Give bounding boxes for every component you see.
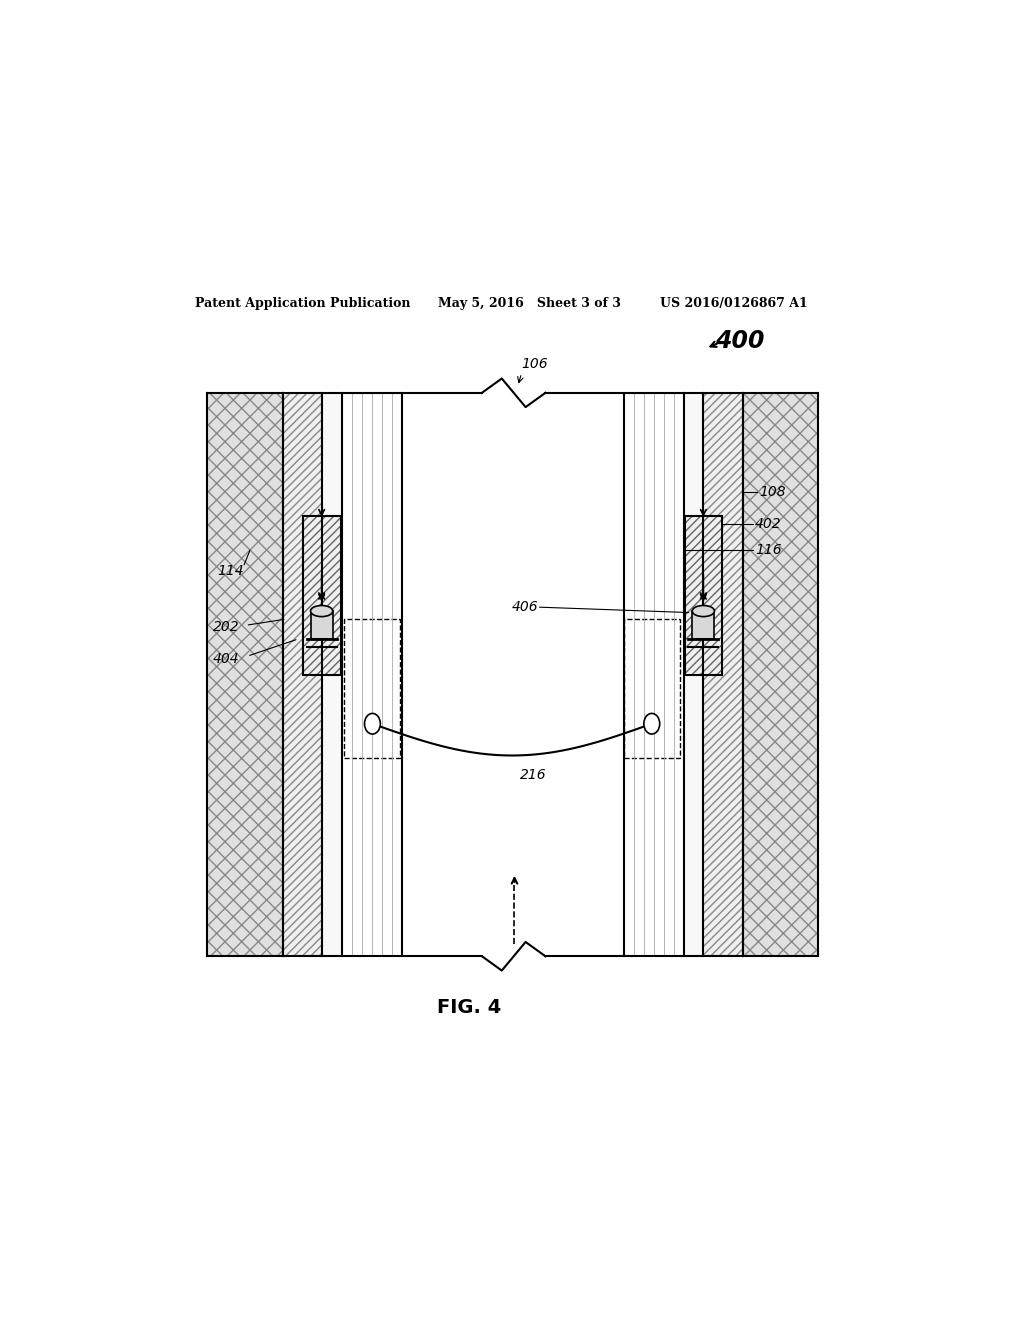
Bar bbox=[624, 619, 680, 758]
Text: US 2016/0126867 A1: US 2016/0126867 A1 bbox=[659, 297, 808, 310]
Text: FIG. 4: FIG. 4 bbox=[437, 998, 502, 1018]
Text: 402: 402 bbox=[755, 516, 781, 531]
Ellipse shape bbox=[692, 606, 715, 616]
Bar bbox=[692, 611, 715, 639]
Bar bbox=[344, 619, 400, 758]
Bar bbox=[303, 516, 341, 675]
Bar bbox=[685, 516, 722, 675]
Text: 106: 106 bbox=[521, 356, 548, 371]
Text: 114: 114 bbox=[218, 565, 245, 578]
Text: Patent Application Publication: Patent Application Publication bbox=[196, 297, 411, 310]
Ellipse shape bbox=[644, 713, 659, 734]
Text: 406: 406 bbox=[511, 601, 538, 614]
Text: May 5, 2016   Sheet 3 of 3: May 5, 2016 Sheet 3 of 3 bbox=[437, 297, 621, 310]
Text: 404: 404 bbox=[213, 652, 240, 665]
Bar bbox=[283, 393, 323, 956]
Bar bbox=[685, 516, 722, 675]
Bar bbox=[303, 516, 341, 675]
Bar bbox=[703, 393, 743, 956]
Ellipse shape bbox=[365, 713, 380, 734]
Text: 108: 108 bbox=[759, 484, 785, 499]
Text: 116: 116 bbox=[755, 543, 781, 557]
Ellipse shape bbox=[310, 606, 333, 616]
Bar bbox=[684, 393, 703, 956]
Text: 202: 202 bbox=[213, 620, 240, 634]
Text: 216: 216 bbox=[520, 768, 547, 783]
Bar bbox=[323, 393, 342, 956]
Bar bbox=[310, 611, 333, 639]
Bar bbox=[743, 393, 818, 956]
Bar bbox=[207, 393, 283, 956]
Text: 400: 400 bbox=[715, 329, 765, 354]
